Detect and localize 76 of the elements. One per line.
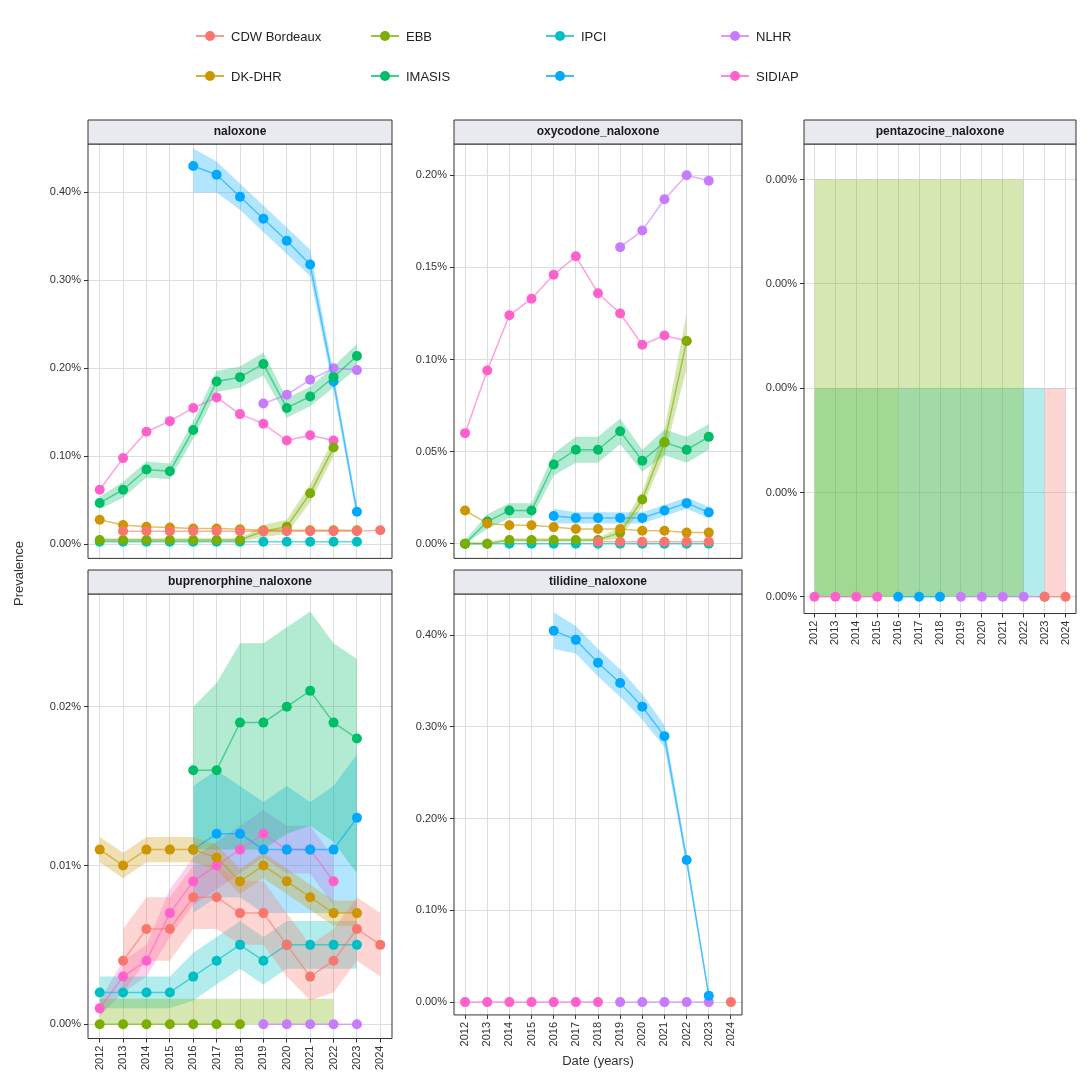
x-tick-label: 2021 (303, 1045, 316, 1071)
chart-title: buprenorphine_naloxone (167, 574, 313, 589)
legend-label: NLHR (756, 28, 792, 44)
x-tick-label: 2023 (349, 1045, 362, 1071)
x-tick-label: 2017 (568, 1021, 581, 1047)
x-tick-label: 2015 (162, 1045, 175, 1071)
x-tick-label: 2014 (139, 1045, 152, 1071)
y-tick-label: 0.10% (415, 352, 448, 365)
y-tick-label: 0.30% (49, 273, 82, 286)
x-tick-label: 2014 (849, 620, 862, 646)
y-tick-label: 0.20% (49, 361, 82, 374)
legend-label: DK-DHR (231, 68, 282, 84)
x-tick-label: 2022 (326, 1045, 339, 1071)
x-tick-label: 2023 (701, 1021, 714, 1047)
y-tick-label: 0.15% (415, 260, 448, 273)
x-tick-label: 2017 (209, 1045, 222, 1071)
y-tick-label: 0.10% (415, 903, 448, 916)
x-tick-label: 2017 (912, 620, 925, 646)
x-tick-label: 2013 (828, 620, 841, 646)
y-tick-label: 0.00% (415, 995, 448, 1008)
x-tick-label: 2019 (953, 620, 966, 646)
y-tick-label: 0.00% (415, 536, 448, 549)
legend-label: IPCI (581, 28, 607, 44)
chart-title: naloxone (213, 124, 267, 139)
x-tick-label: 2018 (933, 620, 946, 646)
y-tick-label: 0.30% (415, 720, 448, 732)
x-tick-label: 2016 (891, 620, 904, 646)
y-tick-label: 0.40% (415, 628, 448, 641)
x-axis-title: Date (years) (562, 1052, 634, 1068)
x-tick-label: 2012 (807, 620, 820, 646)
x-tick-label: 2020 (635, 1021, 648, 1047)
x-tick-label: 2020 (279, 1045, 292, 1071)
y-tick-label: 0.00% (765, 172, 798, 185)
x-tick-label: 2024 (373, 1045, 386, 1071)
x-tick-label: 2021 (657, 1021, 670, 1047)
y-tick-label: 0.40% (49, 185, 82, 198)
x-tick-label: 2019 (613, 1021, 626, 1047)
x-tick-label: 2014 (502, 1021, 515, 1047)
x-tick-label: 2019 (256, 1045, 269, 1071)
x-tick-label: 2016 (546, 1021, 559, 1047)
y-tick-label: 0.00% (765, 589, 798, 602)
y-tick-label: 0.00% (765, 381, 798, 394)
legend-label: SIDIAP (756, 68, 799, 84)
x-tick-label: 2012 (458, 1021, 471, 1047)
chart-title: pentazocine_naloxone (875, 124, 1005, 139)
x-tick-label: 2015 (870, 620, 883, 646)
x-tick-label: 2022 (679, 1021, 692, 1047)
x-tick-label: 2016 (186, 1045, 199, 1071)
y-tick-label: 0.00% (765, 276, 798, 289)
legend-label: IMASIS (406, 68, 451, 84)
y-tick-label: 0.00% (49, 537, 82, 550)
y-tick-label: 0.05% (415, 444, 448, 457)
x-tick-label: 2020 (974, 620, 987, 646)
x-tick-label: 2024 (1058, 620, 1071, 646)
x-tick-label: 2021 (995, 620, 1008, 646)
y-tick-label: 0.20% (415, 811, 448, 824)
x-tick-label: 2012 (92, 1045, 105, 1071)
y-tick-label: 0.01% (49, 858, 82, 871)
y-tick-label: 0.20% (415, 168, 448, 181)
y-tick-label: 0.00% (765, 485, 798, 498)
x-tick-label: 2013 (116, 1045, 129, 1071)
x-tick-label: 2015 (524, 1021, 537, 1047)
x-tick-label: 2018 (591, 1021, 604, 1047)
legend-label: CDW Bordeaux (231, 28, 322, 44)
x-tick-label: 2018 (233, 1045, 246, 1071)
chart-title: tilidine_naloxone (548, 574, 648, 589)
x-tick-label: 2023 (1037, 620, 1050, 646)
chart-title: oxycodone_naloxone (536, 124, 660, 139)
y-axis-title: Prevalence (11, 540, 27, 606)
x-tick-label: 2024 (723, 1021, 736, 1047)
x-tick-label: 2022 (1016, 620, 1029, 646)
y-tick-label: 0.02% (49, 699, 82, 712)
x-tick-label: 2013 (480, 1021, 493, 1047)
y-tick-label: 0.10% (49, 449, 82, 462)
legend-label: EBB (406, 28, 433, 44)
y-tick-label: 0.00% (49, 1017, 82, 1030)
